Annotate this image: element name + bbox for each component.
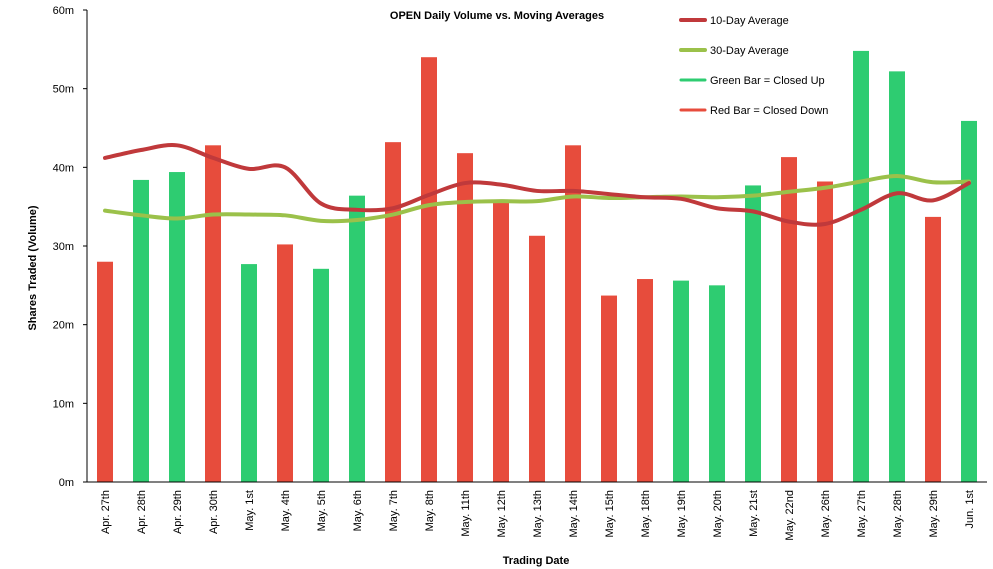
x-tick-label: May. 14th — [568, 490, 580, 538]
legend: 10-Day Average 30-Day Average Green Bar = … — [679, 15, 828, 117]
x-tick-label: May. 19th — [676, 490, 688, 538]
x-tick-label: May. 7th — [388, 490, 400, 531]
y-axis-title: Shares Traded (Volume) — [27, 205, 39, 330]
volume-bar — [385, 142, 401, 482]
x-tick-label: May. 6th — [352, 490, 364, 531]
x-tick-label: May. 11th — [460, 490, 472, 537]
volume-bar — [169, 172, 185, 482]
volume-bar — [925, 216, 941, 483]
volume-bar — [313, 268, 329, 482]
x-tick-label: Apr. 27th — [100, 490, 112, 534]
volume-bar — [637, 279, 653, 482]
volume-bar — [781, 157, 797, 482]
x-tick-label: May. 21st — [748, 490, 760, 537]
bars-layer — [97, 50, 977, 483]
x-tick-label: May. 28th — [892, 490, 904, 538]
volume-bar — [565, 145, 581, 482]
x-tick-label: Apr. 29th — [172, 490, 184, 534]
x-axis-title: Trading Date — [503, 555, 570, 567]
y-tick-label: 30m — [53, 241, 74, 253]
x-tick-label: May. 4th — [280, 490, 292, 531]
x-tick-label: May. 29th — [928, 490, 940, 538]
y-tick-label: 40m — [53, 162, 74, 174]
y-tick-label: 20m — [53, 320, 74, 332]
legend-thirty-day-average-label: 30-Day Average — [710, 45, 789, 57]
y-tick-label: 10m — [53, 398, 74, 410]
ten-day-average-line — [103, 143, 971, 227]
volume-bar — [493, 202, 509, 482]
volume-bar — [133, 179, 149, 483]
x-tick-label: Jun. 1st — [964, 490, 976, 529]
lines-layer — [103, 143, 971, 227]
x-tick-label: May. 22nd — [784, 490, 796, 541]
axes-layer: 0m 10m 20m 30m 40m 50m 60m Apr. 27th Apr. 28th Ap… — [53, 5, 987, 541]
x-tick-label: Apr. 30th — [208, 490, 220, 534]
x-tick-label: May. 15th — [604, 490, 616, 538]
volume-bar — [673, 280, 689, 482]
volume-bar — [349, 195, 365, 483]
legend-green-bar-label: Green Bar = Closed Up — [710, 75, 825, 87]
volume-bar — [853, 50, 869, 482]
volume-bar — [421, 57, 437, 482]
x-tick-label: May. 1st — [244, 490, 256, 531]
volume-bar — [277, 244, 293, 482]
x-tick-label: May. 18th — [640, 490, 652, 538]
legend-ten-day-average-label: 10-Day Average — [710, 15, 789, 27]
volume-bar — [709, 285, 725, 482]
volume-bar — [601, 295, 617, 482]
chart-title: OPEN Daily Volume vs. Moving Averages — [390, 10, 604, 22]
x-tick-label: May. 13th — [532, 490, 544, 538]
x-tick-label: May. 12th — [496, 490, 508, 538]
volume-bar — [961, 120, 977, 483]
x-tick-label: May. 8th — [424, 490, 436, 531]
volume-bar — [745, 185, 761, 482]
thirty-day-average-line — [103, 173, 971, 224]
y-tick-label: 60m — [53, 5, 74, 17]
x-tick-label: May. 27th — [856, 490, 868, 538]
volume-bar — [205, 145, 221, 482]
volume-bar — [457, 153, 473, 482]
x-tick-label: May. 20th — [712, 490, 724, 538]
x-tick-label: Apr. 28th — [136, 490, 148, 534]
x-tick-label: May. 5th — [316, 490, 328, 531]
x-tick-label: May. 26th — [820, 490, 832, 538]
volume-bar — [241, 264, 257, 482]
y-tick-label: 0m — [59, 477, 74, 489]
volume-bar — [97, 261, 113, 482]
volume-bar — [529, 235, 545, 482]
volume-bar — [817, 181, 833, 482]
legend-red-bar-label: Red Bar = Closed Down — [710, 105, 828, 117]
volume-bar — [889, 71, 905, 483]
y-tick-label: 50m — [53, 84, 74, 96]
